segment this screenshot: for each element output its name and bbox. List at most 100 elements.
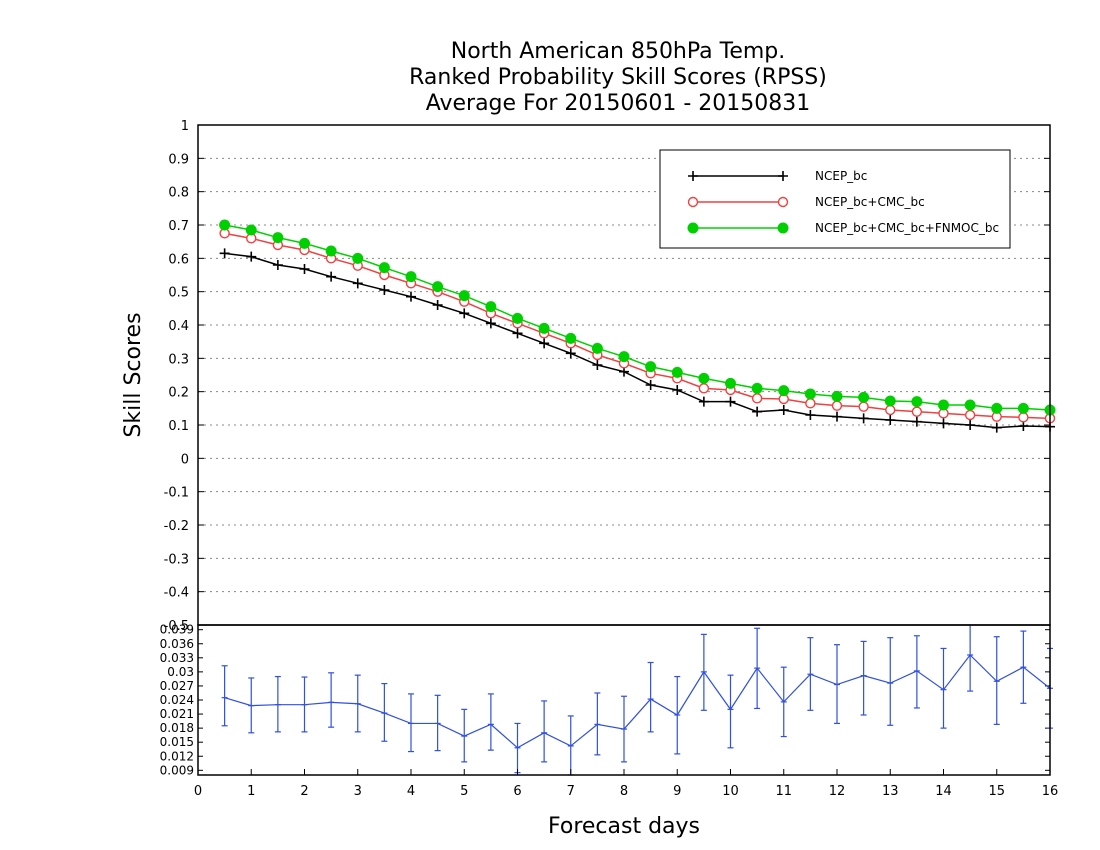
x-tick-label: 15: [988, 784, 1005, 799]
point-marker: [672, 385, 683, 395]
legend-marker: [688, 171, 698, 181]
y-tick-label: 0.2: [168, 386, 189, 401]
y-tick-label: 0.027: [160, 679, 194, 693]
y-tick-label: 0.6: [168, 252, 189, 267]
legend-box: [659, 149, 1011, 249]
series-line-2: [224, 224, 1051, 411]
point-marker: [378, 262, 390, 274]
y-tick-label: 0.012: [160, 749, 194, 763]
point-marker: [804, 388, 816, 400]
point-marker: [698, 372, 710, 384]
y-tick-label: -0.2: [164, 519, 189, 534]
point-marker: [591, 342, 603, 354]
point-marker: [352, 252, 364, 264]
point-marker: [645, 361, 657, 373]
point-marker: [272, 232, 284, 244]
point-marker: [858, 391, 870, 403]
x-tick-label: 1: [247, 784, 255, 799]
point-marker: [1017, 402, 1029, 414]
y-tick-label: -0.5: [164, 619, 189, 634]
point-marker: [325, 245, 337, 257]
point-marker: [459, 308, 470, 319]
legend-label: NCEP_bc: [815, 169, 867, 183]
x-tick-label: 11: [775, 784, 792, 799]
point-marker: [938, 399, 949, 411]
spread-line: [224, 654, 1051, 749]
point-marker: [751, 382, 763, 394]
y-tick-label: 0.033: [160, 651, 194, 665]
point-marker: [326, 271, 337, 282]
point-marker: [618, 351, 630, 363]
top-panel-y-ticks: -0.5 -0.4 -0.3 -0.2 -0.1 0 0.1 0.2 0.3 0.4 0.5 0.6 0…: [164, 119, 1050, 634]
y-tick-label: 0.03: [167, 665, 194, 679]
point-marker: [245, 224, 257, 236]
legend-label: NCEP_bc+CMC_bc+FNMOC_bc: [815, 221, 999, 235]
point-marker: [246, 251, 257, 262]
y-tick-label: 1: [181, 119, 189, 134]
legend-marker: [777, 222, 789, 234]
x-tick-label: 10: [722, 784, 739, 799]
point-marker: [778, 405, 789, 415]
y-tick-label: 0.024: [160, 693, 194, 707]
y-tick-label: 0.021: [160, 707, 194, 721]
point-marker: [219, 219, 231, 231]
x-tick-label: 7: [567, 784, 575, 799]
series-line-1: [224, 232, 1051, 420]
legend: NCEP_bc NCEP_bc+CMC_bc NCEP_bc+CMC_bc+FNMO…: [659, 149, 1011, 249]
point-marker: [565, 348, 576, 359]
point-marker: [964, 409, 976, 421]
point-marker: [911, 416, 922, 427]
point-marker: [538, 322, 550, 334]
x-axis-ticks: 0 1 2 3 4 5 6 7 8 9 10 11 12 13 14 15 16: [194, 769, 1058, 799]
x-axis-label: Forecast days: [548, 814, 700, 839]
legend-label: NCEP_bc+CMC_bc: [815, 195, 925, 209]
y-tick-label: 0.8: [168, 186, 189, 201]
y-tick-label: 0.015: [160, 735, 194, 749]
point-marker: [592, 360, 603, 370]
y-tick-label: -0.3: [164, 552, 189, 567]
point-marker: [725, 396, 736, 407]
x-tick-label: 3: [354, 784, 362, 799]
point-marker: [698, 383, 710, 394]
point-marker: [885, 415, 896, 425]
chart-title-line-3: Average For 20150601 - 20150831: [426, 91, 811, 116]
y-tick-label: 0.018: [160, 721, 194, 735]
point-marker: [698, 396, 709, 407]
x-tick-label: 12: [829, 784, 846, 799]
point-marker: [991, 422, 1002, 433]
x-tick-label: 9: [673, 784, 681, 799]
point-marker: [805, 398, 816, 409]
legend-marker: [687, 222, 699, 234]
point-marker: [965, 420, 976, 430]
bottom-panel-series: [221, 625, 1053, 776]
point-marker: [725, 377, 736, 389]
point-marker: [911, 396, 923, 408]
point-marker: [991, 402, 1003, 414]
point-marker: [512, 312, 523, 324]
series-line-0: [224, 252, 1051, 429]
point-marker: [752, 406, 763, 417]
legend-marker: [687, 196, 699, 208]
point-marker: [831, 390, 843, 402]
point-marker: [565, 332, 577, 344]
point-marker: [964, 399, 976, 411]
y-axis-label: Skill Scores: [121, 312, 146, 437]
point-marker: [379, 285, 390, 295]
point-marker: [858, 401, 869, 412]
point-marker: [751, 393, 763, 404]
point-marker: [805, 410, 816, 420]
x-tick-label: 8: [620, 784, 628, 799]
point-marker: [778, 385, 790, 397]
point-marker: [539, 338, 550, 349]
point-marker: [832, 411, 842, 422]
x-tick-label: 0: [194, 784, 202, 799]
y-tick-label: -0.4: [164, 586, 189, 601]
point-marker: [272, 260, 283, 270]
y-tick-label: 0: [181, 452, 189, 467]
point-marker: [432, 300, 443, 310]
point-marker: [458, 290, 470, 302]
point-marker: [938, 418, 949, 429]
point-marker: [885, 404, 896, 416]
y-tick-label: 0.039: [160, 623, 194, 637]
top-panel-series: [219, 219, 1056, 433]
